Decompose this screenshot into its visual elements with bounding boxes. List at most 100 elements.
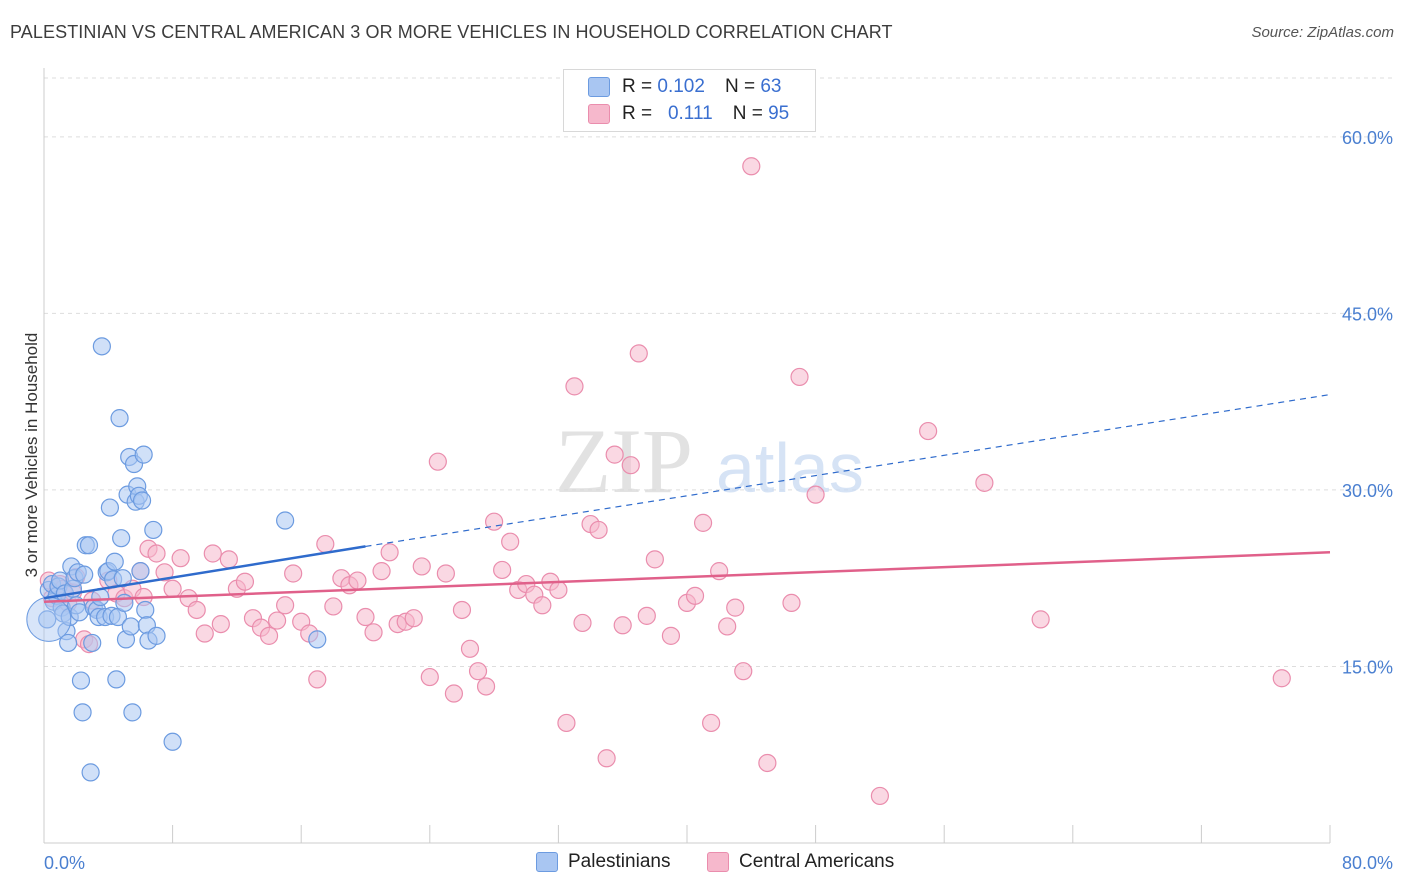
y-tick-label: 15.0% xyxy=(1342,657,1393,677)
legend-n-label: N = xyxy=(724,76,756,97)
central-americans-point xyxy=(147,544,166,563)
central-americans-point xyxy=(468,662,488,681)
tick-labels: 15.0% 30.0% 45.0% 60.0% 0.0% 80.0% xyxy=(44,128,1393,873)
central-americans-point xyxy=(1031,610,1050,629)
central-americans-point xyxy=(726,598,745,617)
central-americans-point xyxy=(203,544,222,563)
central-americans-point xyxy=(549,580,568,600)
legend-swatch-palestinians xyxy=(588,77,610,97)
central-americans-point xyxy=(637,606,656,625)
central-americans-point xyxy=(171,549,190,568)
y-tick-label: 30.0% xyxy=(1342,481,1393,501)
x-tick-label-max: 80.0% xyxy=(1342,853,1393,873)
central-americans-point xyxy=(444,684,464,703)
legend: R = 0.102 N = 63 R = 0.111 N = 95 xyxy=(563,69,816,132)
palestinians-point xyxy=(92,337,111,356)
y-tick-label: 60.0% xyxy=(1342,128,1393,148)
legend-r-value: 0.102 xyxy=(657,76,705,97)
trend-lines xyxy=(43,393,1331,603)
bottom-legend-swatch-palestinians xyxy=(536,852,558,872)
bottom-legend-central-americans: Central Americans xyxy=(707,851,894,873)
chart-title: PALESTINIAN VS CENTRAL AMERICAN 3 OR MOR… xyxy=(10,22,893,42)
central-americans-point xyxy=(372,562,391,581)
central-americans-point xyxy=(806,485,825,504)
bottom-legend-label-central-americans: Central Americans xyxy=(739,851,895,872)
central-americans-point xyxy=(613,616,632,635)
palestinians-point xyxy=(79,536,99,555)
central-americans-point xyxy=(267,611,287,630)
palestinians-point xyxy=(112,529,131,548)
bottom-legend-palestinians: Palestinians xyxy=(536,851,670,873)
central-americans-point xyxy=(348,571,367,590)
central-americans-point xyxy=(428,452,447,471)
y-axis-label: 3 or more Vehicles in Household xyxy=(22,332,41,578)
palestinians-point xyxy=(276,511,295,530)
central-americans-point xyxy=(235,572,255,591)
central-americans-point xyxy=(573,613,592,633)
central-americans-point xyxy=(919,421,938,441)
central-americans-point xyxy=(219,550,238,569)
central-americans-point xyxy=(404,609,423,628)
palestinians-point xyxy=(144,520,163,540)
legend-row-palestinians: R = 0.102 N = 63 xyxy=(588,74,781,100)
palestinians-point xyxy=(81,763,100,782)
central-americans-point xyxy=(629,344,648,363)
palestinians-point-large xyxy=(26,596,72,642)
palestinians-point xyxy=(71,671,91,690)
palestinians-point xyxy=(132,491,152,510)
central-americans-point xyxy=(718,617,737,636)
central-americans-point xyxy=(605,445,624,464)
palestinians-point xyxy=(75,565,94,584)
series-central-americans-points xyxy=(39,157,1291,806)
central-americans-point xyxy=(597,749,616,768)
central-americans-point xyxy=(742,157,761,176)
bottom-legend-swatch-central-americans xyxy=(707,852,729,872)
central-americans-point xyxy=(308,670,327,689)
palestinians-point xyxy=(147,626,166,645)
central-americans-point xyxy=(533,596,552,615)
central-americans-trend-line xyxy=(43,551,1331,603)
palestinians-point xyxy=(121,617,140,636)
central-americans-point xyxy=(702,713,721,733)
central-americans-point xyxy=(621,456,640,475)
palestinians-point xyxy=(131,562,150,581)
palestinians-point xyxy=(59,633,78,653)
legend-n-label: N = xyxy=(732,103,763,124)
palestinians-point xyxy=(308,630,327,649)
palestinians-point xyxy=(134,445,153,464)
central-americans-point xyxy=(476,677,496,696)
legend-r-label: R = xyxy=(622,103,653,124)
legend-n-value: 95 xyxy=(768,103,790,124)
central-americans-point xyxy=(211,614,230,634)
central-americans-point xyxy=(645,550,664,569)
axes xyxy=(43,68,1331,844)
legend-r-label: R = xyxy=(622,76,653,97)
bottom-legend-label-palestinians: Palestinians xyxy=(568,851,671,872)
palestinians-point xyxy=(123,703,142,722)
central-americans-point xyxy=(589,520,608,540)
central-americans-point xyxy=(693,513,713,532)
palestinians-point xyxy=(115,593,134,613)
central-americans-point xyxy=(493,560,512,580)
central-americans-point xyxy=(565,377,584,396)
central-americans-point xyxy=(420,667,439,687)
central-americans-point xyxy=(782,593,801,613)
legend-r-value: 0.111 xyxy=(667,103,713,124)
central-americans-point xyxy=(155,563,174,582)
central-americans-point xyxy=(436,564,455,583)
central-americans-point xyxy=(790,367,809,387)
central-americans-point xyxy=(685,586,705,605)
central-americans-point xyxy=(975,473,994,492)
central-americans-point xyxy=(324,597,343,616)
central-americans-point xyxy=(1272,669,1291,688)
palestinians-point xyxy=(110,409,129,428)
legend-n-value: 63 xyxy=(760,76,782,97)
central-americans-point xyxy=(259,626,279,645)
palestinians-point xyxy=(38,610,57,629)
central-americans-point xyxy=(870,786,890,806)
central-americans-point xyxy=(316,534,335,554)
palestinians-point xyxy=(136,600,155,620)
central-americans-point xyxy=(187,600,206,620)
central-americans-point xyxy=(501,532,520,551)
